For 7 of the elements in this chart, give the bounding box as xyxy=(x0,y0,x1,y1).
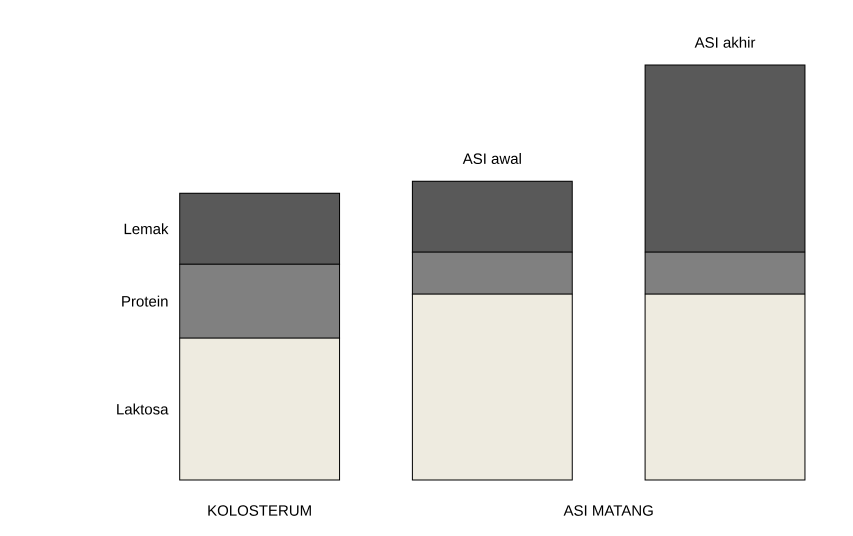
text: ASI MATANG xyxy=(564,505,653,516)
series-label: Laktosa xyxy=(117,404,168,415)
series-label: Protein xyxy=(122,296,168,307)
text: KOLOSTERUM xyxy=(208,505,311,516)
x-tick-label: ASI akhir xyxy=(694,36,756,48)
series-label: Lemak xyxy=(124,223,168,234)
x-tick-label: ASI awal xyxy=(462,152,521,164)
